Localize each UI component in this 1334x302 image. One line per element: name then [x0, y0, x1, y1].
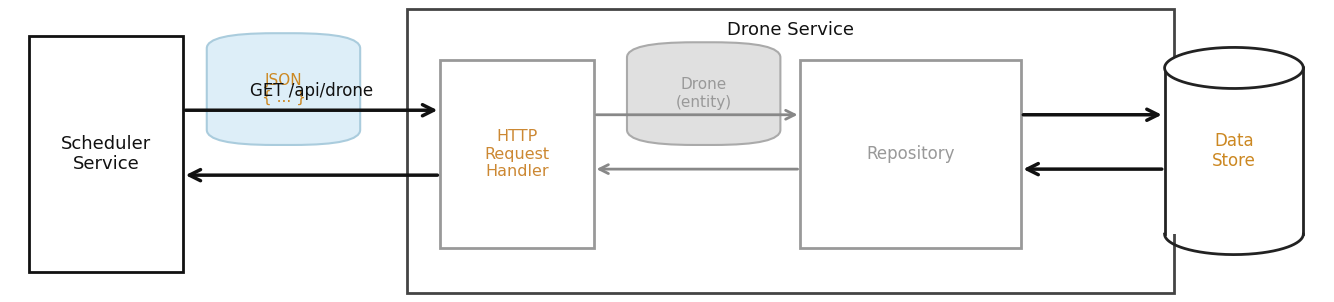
Text: GET /api/drone: GET /api/drone: [249, 82, 374, 100]
Text: Drone
(entity): Drone (entity): [675, 77, 732, 110]
Text: HTTP
Request
Handler: HTTP Request Handler: [484, 129, 550, 179]
Text: JSON
{ ... }: JSON { ... }: [261, 73, 305, 105]
Text: Drone Service: Drone Service: [727, 21, 854, 39]
Bar: [800, 60, 1021, 248]
Text: Data
Store: Data Store: [1213, 132, 1255, 170]
Bar: [407, 9, 1174, 293]
Bar: [1165, 68, 1303, 234]
Text: Scheduler
Service: Scheduler Service: [61, 135, 151, 173]
Bar: [440, 60, 594, 248]
Bar: [29, 36, 183, 272]
FancyBboxPatch shape: [207, 33, 360, 145]
FancyBboxPatch shape: [627, 42, 780, 145]
Polygon shape: [1165, 47, 1303, 88]
Text: Repository: Repository: [866, 145, 955, 163]
